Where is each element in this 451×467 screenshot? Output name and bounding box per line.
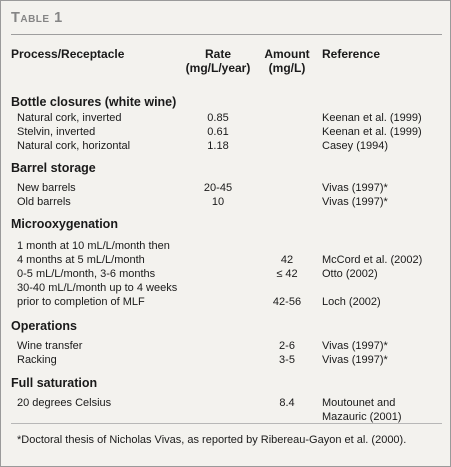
rate-cell: 0.61 [207, 126, 229, 138]
rate-cell: 1.18 [207, 140, 229, 152]
amount-cell: 42 [280, 254, 294, 266]
column-header-process: Process/Receptacle [11, 47, 125, 61]
table-title: Table 1 [11, 10, 63, 26]
amount-cell: ≤ 42 [276, 268, 298, 280]
reference-cell: Otto (2002) [322, 268, 378, 280]
process-cell: Old barrels [17, 196, 71, 208]
section-heading: Microoxygenation [11, 217, 118, 231]
amount-cell: 42-56 [272, 296, 302, 308]
reference-cell: Casey (1994) [322, 140, 389, 152]
reference-cell: Vivas (1997)* [322, 182, 388, 194]
rate-cell: 0.85 [207, 112, 229, 124]
process-cell: New barrels [17, 182, 76, 194]
amount-cell: 2-6 [279, 340, 295, 352]
footnote: *Doctoral thesis of Nicholas Vivas, as r… [17, 434, 407, 446]
reference-cell: Moutounet and [322, 397, 396, 409]
rate-cell: 20-45 [203, 182, 233, 194]
section-heading: Operations [11, 319, 77, 333]
column-header-rate: Rate (mg/L/year) [185, 47, 251, 75]
process-cell: 20 degrees Celsius [17, 397, 112, 409]
column-header-reference: Reference [322, 47, 381, 61]
reference-cell: Loch (2002) [322, 296, 381, 308]
process-cell: 0-5 mL/L/month, 3-6 months [17, 268, 156, 280]
section-heading: Bottle closures (white wine) [11, 95, 177, 109]
process-cell: Stelvin, inverted [17, 126, 96, 138]
reference-cell: Keenan et al. (1999) [322, 112, 422, 124]
process-cell: Racking [17, 354, 57, 366]
process-cell: 30-40 mL/L/month up to 4 weeks [17, 282, 178, 294]
reference-cell: Mazauric (2001) [322, 411, 402, 423]
reference-cell: Vivas (1997)* [322, 340, 388, 352]
section-heading: Full saturation [11, 376, 98, 390]
process-cell: prior to completion of MLF [17, 296, 145, 308]
reference-cell: McCord et al. (2002) [322, 254, 423, 266]
amount-cell: 3-5 [279, 354, 295, 366]
amount-cell: 8.4 [279, 397, 295, 409]
title-divider [11, 34, 442, 35]
process-cell: Natural cork, inverted [17, 112, 122, 124]
process-cell: Wine transfer [17, 340, 83, 352]
process-cell: Natural cork, horizontal [17, 140, 131, 152]
reference-cell: Keenan et al. (1999) [322, 126, 422, 138]
reference-cell: Vivas (1997)* [322, 354, 388, 366]
footnote-divider [11, 423, 442, 424]
process-cell: 4 months at 5 mL/L/month [17, 254, 145, 266]
process-cell: 1 month at 10 mL/L/month then [17, 240, 170, 252]
rate-cell: 10 [211, 196, 225, 208]
column-header-amount: Amount (mg/L) [264, 47, 310, 75]
reference-cell: Vivas (1997)* [322, 196, 388, 208]
section-heading: Barrel storage [11, 161, 96, 175]
